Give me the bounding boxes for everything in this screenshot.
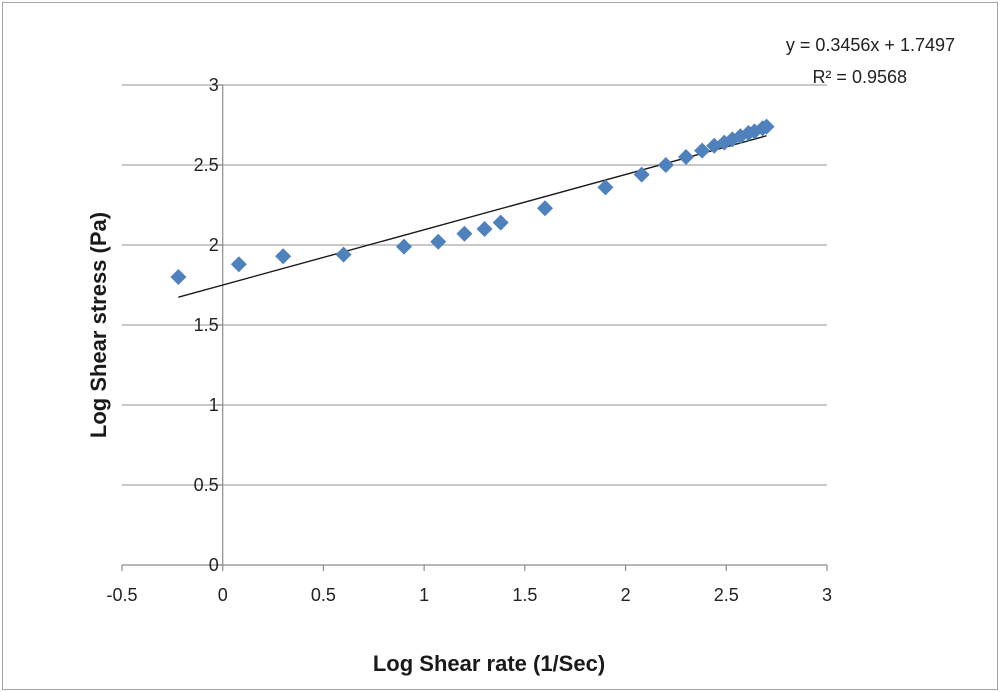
trendline-group (178, 135, 767, 298)
x-tick-label-0: -0.5 (106, 585, 137, 605)
y-tick-label-4: 2 (209, 235, 219, 255)
trendline-r-squared: R² = 0.9568 (812, 67, 907, 87)
axes (121, 84, 828, 571)
data-points (170, 118, 775, 285)
y-axis-title: Log Shear stress (Pa) (86, 212, 111, 438)
trendline (178, 135, 767, 298)
data-point-8 (492, 214, 509, 231)
y-tick-labels: 0 0.5 1 1.5 2 2.5 3 (194, 75, 219, 575)
data-point-9 (537, 200, 553, 217)
data-point-1 (230, 256, 247, 273)
data-point-4 (396, 238, 412, 255)
x-tick-label-7: 3 (822, 585, 832, 605)
x-tick-label-4: 1.5 (512, 585, 537, 605)
y-tick-label-5: 2.5 (194, 155, 219, 175)
y-tick-label-0: 0 (209, 555, 219, 575)
gridlines (122, 84, 827, 486)
y-tick-label-6: 3 (209, 75, 219, 95)
data-point-7 (476, 221, 493, 237)
data-point-10 (597, 179, 614, 196)
x-axis-title: Log Shear rate (1/Sec) (373, 651, 605, 676)
x-tick-label-2: 0.5 (311, 585, 336, 605)
x-tick-label-5: 2 (621, 585, 631, 605)
data-point-22 (758, 118, 775, 135)
data-point-0 (170, 269, 187, 285)
data-point-11 (633, 166, 650, 183)
x-tick-label-1: 0 (218, 585, 228, 605)
x-tick-label-3: 1 (419, 585, 429, 605)
data-point-5 (430, 233, 447, 250)
y-tick-label-1: 0.5 (194, 475, 219, 495)
scatter-chart: -0.5 0 0.5 1 1.5 2 2.5 3 0 0.5 1 1.5 2 2.5 3 y = 0.34… (86, 35, 955, 676)
y-tick-label-3: 1.5 (194, 315, 219, 335)
x-tick-labels: -0.5 0 0.5 1 1.5 2 2.5 3 (106, 585, 832, 605)
data-point-2 (275, 248, 292, 265)
data-point-12 (657, 157, 674, 173)
trendline-equation: y = 0.3456x + 1.7497 (786, 35, 955, 55)
data-point-14 (694, 142, 711, 159)
y-tick-label-2: 1 (209, 395, 219, 415)
data-point-6 (456, 225, 473, 242)
x-tick-label-6: 2.5 (714, 585, 739, 605)
data-point-13 (678, 149, 694, 165)
data-point-3 (335, 246, 352, 263)
